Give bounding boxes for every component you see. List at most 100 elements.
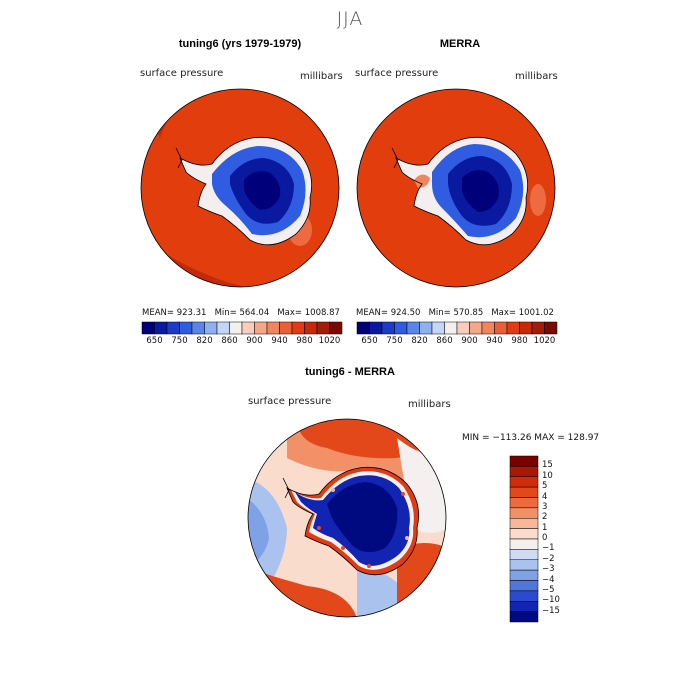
diff-colorbar-tick-label: 3 bbox=[542, 501, 548, 512]
diff-colorbar-swatch bbox=[509, 601, 539, 612]
diff-colorbar-swatch bbox=[509, 455, 539, 467]
panel-1-colorbar-tick-label: 650 bbox=[146, 336, 163, 346]
panel-1-colorbar-swatch bbox=[266, 321, 280, 335]
diff-colorbar-tick-label: 2 bbox=[542, 512, 548, 523]
panel-2-colorbar-swatch bbox=[369, 321, 383, 335]
diff-colorbar-swatch bbox=[509, 528, 539, 540]
panel-1-colorbar-swatch bbox=[279, 321, 293, 335]
diff-colorbar-swatch bbox=[509, 580, 539, 592]
diff-colorbar-swatch bbox=[509, 466, 539, 477]
panel-2-colorbar-tick-label: 980 bbox=[511, 336, 528, 346]
diff-colorbar-tick-label: 10 bbox=[542, 470, 553, 481]
diff-panel-title: tuning6 - MERRA bbox=[305, 366, 395, 378]
panel-2-colorbar-swatch bbox=[469, 321, 483, 335]
diff-colorbar-tick-label: 15 bbox=[542, 460, 553, 471]
panel-1-colorbar-tick-label: 1020 bbox=[318, 336, 341, 346]
panel-1-stats: MEAN= 923.31 Min= 564.04 Max= 1008.87 bbox=[142, 308, 340, 318]
diff-colorbar-swatch bbox=[509, 507, 539, 519]
panel-2-colorbar-swatch bbox=[506, 321, 520, 335]
panel-2-colorbar-swatch bbox=[544, 321, 558, 335]
panel-1-colorbar-tick-label: 940 bbox=[271, 336, 288, 346]
panel-2-colorbar-swatch bbox=[531, 321, 545, 335]
diff-colorbar-tick-label: 5 bbox=[542, 481, 548, 492]
diff-colorbar-tick-label: −5 bbox=[542, 584, 555, 595]
diff-panel-minmax: MIN = −113.26 MAX = 128.97 bbox=[462, 433, 600, 443]
diff-colorbar-tick-label: −4 bbox=[542, 574, 555, 585]
panel-1-colorbar-swatch bbox=[204, 321, 218, 335]
panel-1-colorbar-swatch bbox=[166, 321, 180, 335]
panel-2-max-label: Max= bbox=[491, 308, 517, 318]
panel-2-max-value: 1001.02 bbox=[518, 308, 554, 318]
panel-2-colorbar-tick-label: 650 bbox=[361, 336, 378, 346]
panel-2-min-label: Min= bbox=[428, 308, 451, 318]
panel-2-colorbar-swatch bbox=[394, 321, 408, 335]
panel-1-colorbar-swatch bbox=[229, 321, 243, 335]
panel-1-max-label: Max= bbox=[277, 308, 303, 318]
panel-2-colorbar-tick-label: 860 bbox=[436, 336, 453, 346]
panel-2-colorbar-swatch bbox=[431, 321, 445, 335]
panel-2-colorbar-swatch bbox=[406, 321, 420, 335]
diff-colorbar-swatch bbox=[509, 569, 539, 581]
figure-title: JJA bbox=[336, 8, 364, 30]
panel-1-mean-label: MEAN= bbox=[142, 308, 174, 318]
panel-2-colorbar-swatch bbox=[481, 321, 495, 335]
panel-1-polar-map bbox=[140, 88, 340, 288]
panel-2-colorbar-swatch bbox=[419, 321, 433, 335]
panel-1-colorbar-swatch bbox=[179, 321, 193, 335]
diff-colorbar-swatch bbox=[509, 486, 539, 498]
panel-1-colorbar-tick-label: 860 bbox=[221, 336, 238, 346]
panel-1-colorbar-swatch bbox=[191, 321, 205, 335]
diff-panel-polar-map bbox=[247, 418, 447, 618]
panel-1-colorbar-swatch bbox=[254, 321, 268, 335]
panel-2-colorbar-swatch bbox=[444, 321, 458, 335]
diff-colorbar-swatch bbox=[509, 559, 539, 571]
panel-2-colorbar-swatch bbox=[381, 321, 395, 335]
panel-1-mean-value: 923.31 bbox=[176, 308, 207, 318]
diff-colorbar-swatch bbox=[509, 590, 539, 602]
panel-1-min-label: Min= bbox=[214, 308, 237, 318]
panel-2-title: MERRA bbox=[439, 38, 481, 50]
panel-1-colorbar-swatch bbox=[241, 321, 255, 335]
diff-colorbar-tick-label: 1 bbox=[542, 522, 548, 533]
panel-1-units-label: millibars bbox=[300, 71, 343, 82]
panel-1-min-value: 564.04 bbox=[239, 308, 270, 318]
panel-1-colorbar bbox=[141, 321, 343, 335]
diff-colorbar-tick-label: −10 bbox=[542, 595, 560, 606]
diff-panel-variable-label: surface pressure bbox=[248, 396, 332, 407]
panel-1-variable-label: surface pressure bbox=[140, 68, 224, 79]
panel-2-units-label: millibars bbox=[515, 71, 558, 82]
panel-1-colorbar-tick-label: 900 bbox=[246, 336, 263, 346]
panel-2-colorbar-swatch bbox=[356, 321, 370, 335]
diff-colorbar-swatch bbox=[509, 549, 539, 560]
panel-2-colorbar-tick-label: 820 bbox=[411, 336, 428, 346]
panel-1-max-value: 1008.87 bbox=[304, 308, 340, 318]
panel-1-title: tuning6 (yrs 1979-1979) bbox=[178, 38, 302, 50]
panel-2-colorbar-swatch bbox=[456, 321, 470, 335]
panel-2-stats: MEAN= 924.50 Min= 570.85 Max= 1001.02 bbox=[356, 308, 554, 318]
panel-2-polar-map bbox=[356, 88, 556, 288]
panel-1-colorbar-swatch bbox=[316, 321, 330, 335]
panel-2-min-value: 570.85 bbox=[453, 308, 484, 318]
panel-2-colorbar-ticks: 650 750 820 860 900 940 980 1020 bbox=[357, 336, 557, 348]
diff-colorbar-tick-label: 0 bbox=[542, 533, 548, 543]
diff-colorbar-tick-label: −2 bbox=[542, 553, 555, 564]
panel-1-colorbar-swatch bbox=[329, 321, 343, 335]
diff-colorbar-tick-label: −1 bbox=[542, 543, 555, 554]
diff-panel-colorbar bbox=[509, 455, 539, 623]
diff-panel-colorbar-ticks: 15 10 5 4 3 2 1 0 −1 −2 −3 −4 −5 −10 −15 bbox=[542, 456, 582, 622]
panel-1-colorbar-swatch bbox=[304, 321, 318, 335]
diff-colorbar-tick-label: −3 bbox=[542, 564, 555, 575]
panel-1-colorbar-swatch bbox=[291, 321, 305, 335]
diff-colorbar-swatch bbox=[509, 518, 539, 529]
diff-panel-units-label: millibars bbox=[408, 399, 451, 410]
diff-colorbar-swatch bbox=[509, 497, 539, 509]
panel-1-colorbar-tick-label: 750 bbox=[171, 336, 188, 346]
diff-colorbar-swatch bbox=[509, 611, 539, 623]
panel-2-colorbar bbox=[356, 321, 558, 335]
panel-2-colorbar-tick-label: 940 bbox=[486, 336, 503, 346]
panel-2-variable-label: surface pressure bbox=[355, 68, 439, 79]
panel-1-colorbar-tick-label: 980 bbox=[296, 336, 313, 346]
panel-1-colorbar-swatch bbox=[141, 321, 155, 335]
panel-1-colorbar-ticks: 650 750 820 860 900 940 980 1020 bbox=[142, 336, 342, 348]
panel-2-colorbar-tick-label: 900 bbox=[461, 336, 478, 346]
